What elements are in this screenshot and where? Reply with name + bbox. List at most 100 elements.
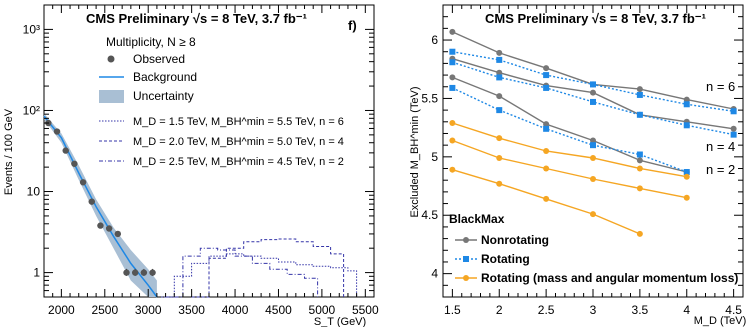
- observed-point: [114, 230, 122, 238]
- series-marker: [590, 176, 596, 183]
- y-tick-label: 5.5: [421, 91, 438, 105]
- series-marker: [496, 49, 503, 56]
- right-y-axis-label: Excluded M_BH^min (TeV): [409, 86, 421, 217]
- series-marker: [543, 165, 550, 172]
- series-marker: [590, 98, 596, 105]
- legend-label: Rotating (mass and angular momentum loss…: [481, 271, 738, 285]
- y-tick-label: 5: [431, 150, 438, 164]
- series-marker: [543, 195, 550, 202]
- left-plot-frame: [43, 4, 375, 298]
- series-marker: [683, 96, 690, 103]
- series-marker: [683, 122, 690, 129]
- legend-observed-label: Observed: [133, 52, 185, 66]
- series-marker: [449, 137, 456, 144]
- legend-marker: [463, 275, 469, 281]
- background-line: [43, 115, 158, 298]
- series-marker: [449, 28, 456, 35]
- series-marker: [543, 121, 550, 128]
- series-marker: [543, 84, 550, 91]
- observed-point: [140, 269, 148, 276]
- observed-point: [79, 179, 87, 186]
- series-marker: [449, 119, 456, 126]
- observed-point: [71, 160, 78, 167]
- legend-model-2: M_D = 2.0 TeV, M_BH^min = 5.0 TeV, n = 4: [99, 136, 344, 148]
- right-plot-frame: [442, 4, 744, 298]
- x-tick-label: 2000: [48, 303, 75, 317]
- curve-label-n6: n = 6: [706, 79, 735, 94]
- y-tick-label: 4.5: [421, 208, 438, 222]
- legend-observed: Observed: [107, 52, 185, 66]
- legend-model-2-label: M_D = 2.0 TeV, M_BH^min = 5.0 TeV, n = 4: [133, 136, 344, 148]
- curve-label-n2: n = 2: [706, 162, 735, 177]
- series-marker: [449, 74, 456, 81]
- left-x-axis-label: S_T (GeV): [314, 316, 366, 327]
- legend-background-label: Background: [133, 70, 197, 84]
- legend-uncertainty: Uncertainty: [99, 89, 194, 103]
- observed-point: [105, 225, 113, 232]
- series-marker: [496, 155, 503, 162]
- y-tick-label: 10: [27, 185, 41, 199]
- legend-model-3-label: M_D = 2.5 TeV, M_BH^min = 4.5 TeV, n = 2: [133, 156, 344, 168]
- left-chart-title: CMS Preliminary √s = 8 TeV, 3.7 fb⁻¹: [86, 11, 307, 26]
- legend-observed-marker: [107, 55, 115, 63]
- legend-model-1: M_D = 1.5 TeV, M_BH^min = 5.5 TeV, n = 6: [99, 116, 344, 128]
- y-tick-label: 1: [33, 266, 40, 280]
- right-x-axis-label: M_D (TeV): [694, 315, 747, 327]
- series-marker: [590, 89, 596, 96]
- x-tick-label: 5500: [352, 303, 379, 317]
- series-marker: [730, 125, 737, 132]
- x-tick-label: 2500: [91, 303, 118, 317]
- observed-point: [62, 147, 69, 154]
- series-marker: [496, 93, 503, 100]
- series-marker: [683, 173, 690, 180]
- series-marker: [590, 81, 596, 88]
- series-marker: [543, 125, 550, 132]
- observed-point: [131, 269, 139, 276]
- right-chart-title: CMS Preliminary √s = 8 TeV, 3.7 fb⁻¹: [485, 11, 706, 26]
- right-chart: 1.5 2 2.5 3 3.5 4 4.5 4 4.5 5 5.5 6 CMS Preliminary…: [409, 4, 747, 327]
- series-line: [452, 87, 688, 173]
- legend-model-3: M_D = 2.5 TeV, M_BH^min = 4.5 TeV, n = 2: [99, 156, 344, 168]
- series-marker: [449, 84, 456, 91]
- y-tick-label: 6: [431, 33, 438, 47]
- observed-point: [53, 128, 61, 135]
- legend-marker: [463, 237, 469, 243]
- observed-point: [149, 269, 156, 276]
- signal-model-1: [161, 253, 358, 298]
- series-marker: [730, 108, 737, 115]
- series-marker: [496, 56, 503, 63]
- series-line: [452, 76, 687, 173]
- series-marker: [636, 111, 643, 118]
- series-marker: [590, 155, 596, 162]
- series-marker: [636, 86, 643, 93]
- left-y-axis-label: Events / 100 GeV: [3, 108, 15, 195]
- series-line: [452, 122, 687, 178]
- series-marker: [683, 101, 690, 108]
- series-line: [452, 139, 687, 199]
- series-marker: [730, 131, 737, 138]
- x-tick-label: 4.5: [725, 303, 742, 317]
- left-chart: 2000 2500 3000 3500 4000 4500 5000 5500 1 10 10² 10…: [3, 4, 379, 327]
- x-tick-label: 2.5: [538, 303, 555, 317]
- series-marker: [636, 151, 643, 158]
- left-legend-header: Multiplicity, N ≥ 8: [106, 35, 196, 49]
- x-tick-label: 4000: [222, 303, 249, 317]
- series-marker: [636, 185, 643, 192]
- series-marker: [449, 166, 456, 173]
- series-marker: [636, 230, 643, 237]
- series-marker: [543, 148, 550, 154]
- curve-label-n4: n = 4: [706, 139, 735, 154]
- left-panel-label: f): [348, 18, 357, 33]
- right-legend-title: BlackMax: [449, 212, 505, 226]
- legend-marker: [463, 256, 469, 262]
- series-marker: [496, 74, 503, 81]
- x-tick-label: 3.5: [632, 303, 649, 317]
- y-tick-label: 10³: [23, 22, 40, 36]
- series-marker: [683, 169, 690, 176]
- x-tick-label: 4: [683, 303, 690, 317]
- x-tick-label: 3500: [178, 303, 205, 317]
- series-marker: [636, 157, 643, 164]
- legend-label: Rotating: [481, 252, 530, 266]
- series-marker: [590, 137, 596, 144]
